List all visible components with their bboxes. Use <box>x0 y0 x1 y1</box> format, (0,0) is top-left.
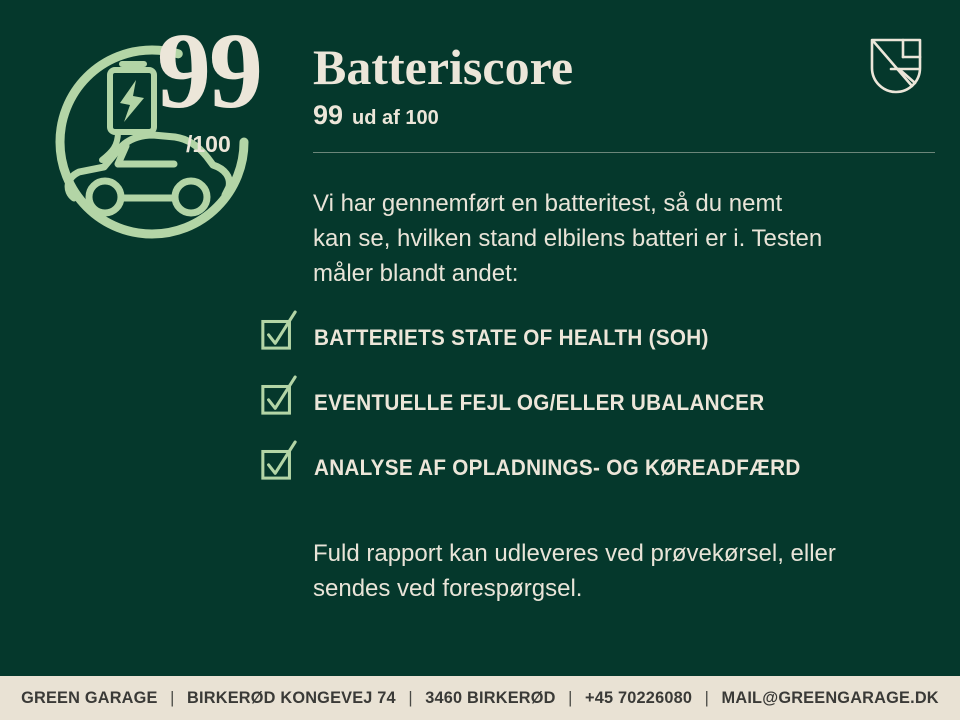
checklist-item: BATTERIETS STATE OF HEALTH (SOH) <box>260 308 734 354</box>
ev-car-battery-charge-icon <box>52 38 252 242</box>
checked-checkbox-icon <box>260 308 298 354</box>
subtitle-score: 99 <box>313 100 344 130</box>
footer-contact-line: GREEN GARAGE | BIRKERØD KONGEVEJ 74 | 34… <box>21 688 939 708</box>
footer-contact-bar: GREEN GARAGE | BIRKERØD KONGEVEJ 74 | 34… <box>0 676 960 720</box>
outro-paragraph: Fuld rapport kan udleveres ved prøvekørs… <box>313 536 836 606</box>
intro-line: Vi har gennemført en batteritest, så du … <box>313 190 783 217</box>
score-subtitle: 99 ud af 100 <box>313 100 439 131</box>
lightning-bolt-icon <box>120 80 144 122</box>
score-denominator: /100 <box>186 131 231 157</box>
intro-line: måler blandt andet: <box>313 260 519 287</box>
outro-line: Fuld rapport kan udleveres ved prøvekørs… <box>313 540 836 567</box>
footer-street-address: BIRKERØD KONGEVEJ 74 <box>187 688 396 707</box>
checklist-item: ANALYSE AF OPLADNINGS- OG KØREADFÆRD <box>260 438 832 484</box>
footer-company-name: GREEN GARAGE <box>21 688 158 707</box>
footer-separator: | <box>170 688 175 707</box>
circle-ring <box>55 45 249 239</box>
score-value: 99 <box>157 12 263 131</box>
green-garage-leaf-shield-logo <box>866 36 926 100</box>
page-title: Batteriscore <box>313 39 574 95</box>
checklist-label: EVENTUELLE FEJL OG/ELLER UBALANCER <box>314 390 765 415</box>
leaf-main-vein <box>872 40 914 88</box>
leaf-secondary-vein <box>897 67 917 85</box>
checklist-item: EVENTUELLE FEJL OG/ELLER UBALANCER <box>260 373 793 419</box>
intro-line: kan se, hvilken stand elbilens batteri e… <box>313 225 823 252</box>
footer-phone: +45 70226080 <box>585 688 693 707</box>
checked-checkbox-icon <box>260 373 298 419</box>
footer-separator: | <box>408 688 413 707</box>
footer-email: MAIL@GREENGARAGE.DK <box>721 688 939 707</box>
footer-separator: | <box>568 688 573 707</box>
checklist-label: BATTERIETS STATE OF HEALTH (SOH) <box>314 325 709 350</box>
subtitle-text: ud af 100 <box>352 107 439 129</box>
shield-outline <box>870 38 922 94</box>
car-icon <box>64 131 233 217</box>
outro-line: sendes ved forespørgsel. <box>313 575 583 602</box>
checklist-label: ANALYSE AF OPLADNINGS- OG KØREADFÆRD <box>314 455 801 480</box>
intro-paragraph: Vi har gennemført en batteritest, så du … <box>313 186 822 291</box>
footer-separator: | <box>704 688 710 707</box>
header-divider <box>313 152 935 153</box>
checked-checkbox-icon <box>260 438 298 484</box>
battery-icon <box>107 61 157 135</box>
footer-city: 3460 BIRKERØD <box>425 688 556 707</box>
charge-cable <box>99 129 121 163</box>
